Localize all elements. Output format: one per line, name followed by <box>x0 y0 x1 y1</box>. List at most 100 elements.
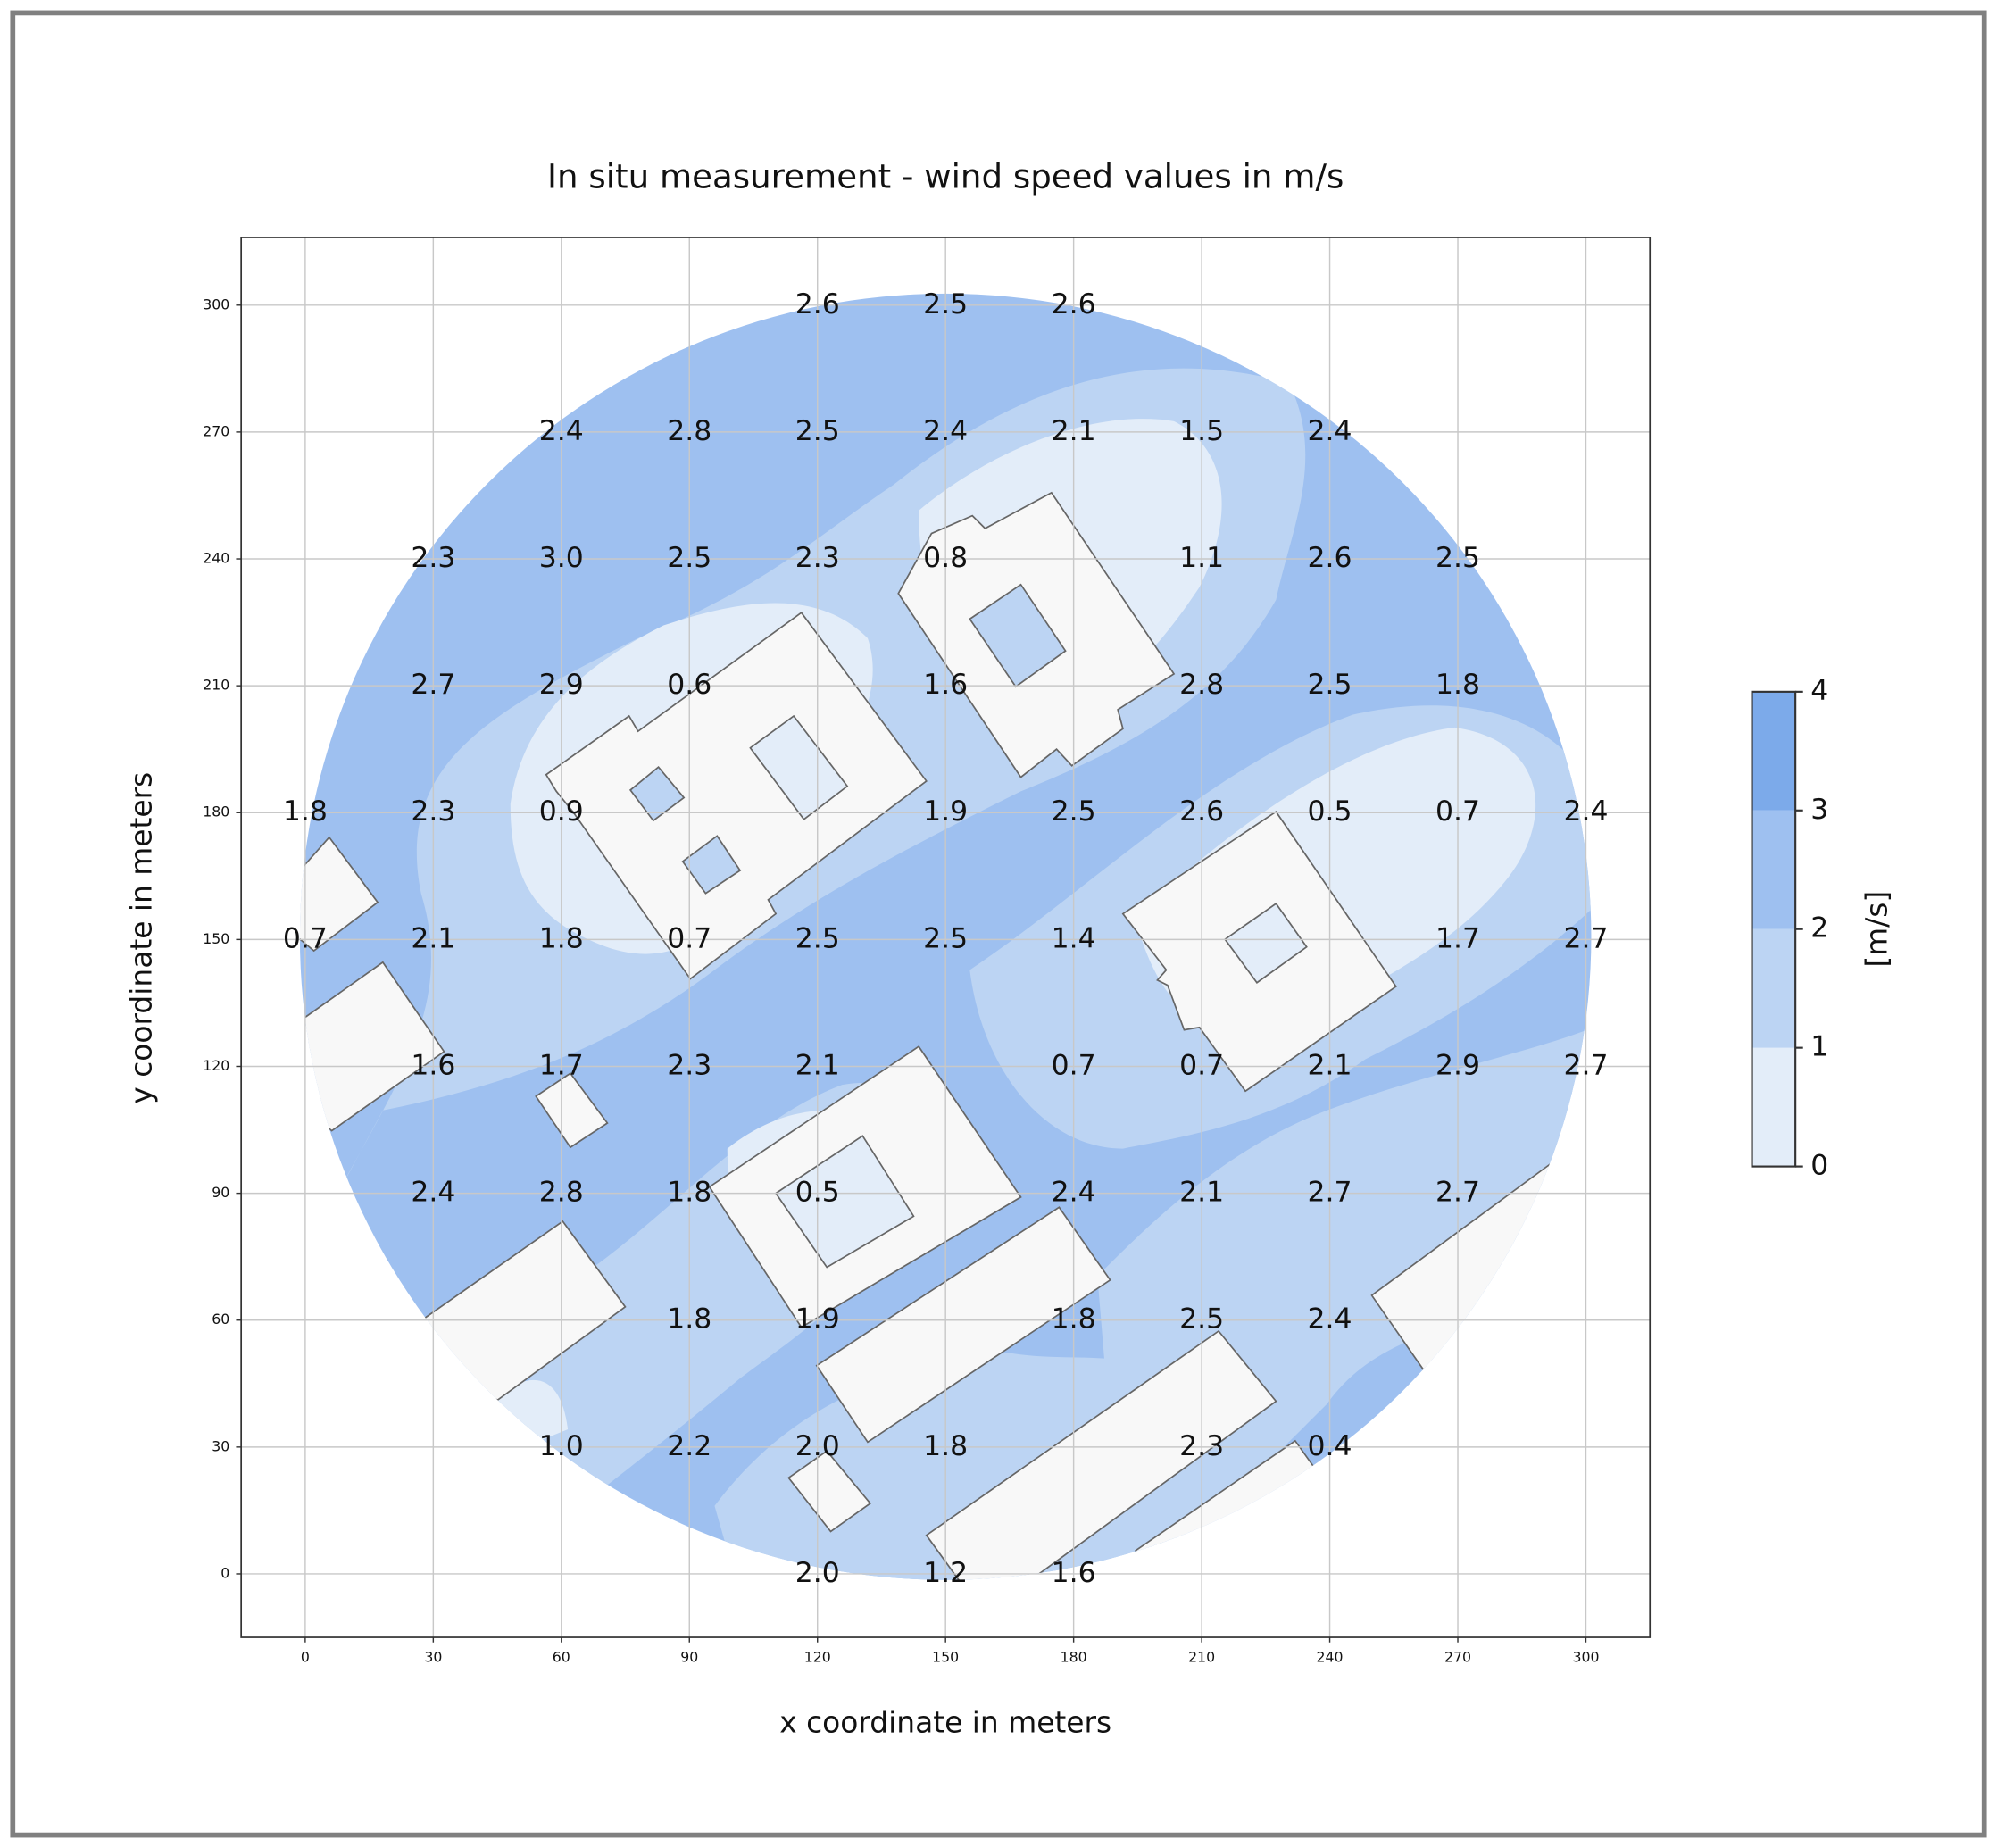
courtyard <box>1224 902 1308 984</box>
building <box>299 836 379 953</box>
value-label: 2.4 <box>1052 1177 1096 1209</box>
colorbar-band <box>1752 928 1796 1048</box>
value-label: 2.6 <box>1052 288 1096 320</box>
x-tick-label: 300 <box>1572 1648 1599 1665</box>
value-label: 2.5 <box>923 288 968 320</box>
value-label: 2.0 <box>795 1430 840 1462</box>
colorbar: 0 1 2 3 4 [m/s] <box>1751 675 1894 1182</box>
x-tick-label: 120 <box>804 1648 831 1665</box>
colorbar-label: [m/s] <box>1860 891 1894 968</box>
value-label: 2.7 <box>1308 1177 1352 1209</box>
value-label: 2.8 <box>539 1177 584 1209</box>
x-tick-label: 180 <box>1061 1648 1087 1665</box>
colorbar-tick-label: 1 <box>1810 1031 1828 1063</box>
value-label: 0.4 <box>1308 1430 1352 1462</box>
colorbar-tick-label: 0 <box>1810 1150 1828 1182</box>
value-label: 2.1 <box>1052 415 1096 447</box>
value-label: 0.9 <box>539 795 584 828</box>
value-label: 2.4 <box>1563 795 1608 828</box>
value-label: 0.5 <box>795 1177 840 1209</box>
courtyard <box>749 714 849 820</box>
value-label: 1.8 <box>539 922 584 954</box>
value-label: 1.7 <box>539 1049 584 1081</box>
building <box>545 612 928 980</box>
value-label: 2.1 <box>1179 1177 1224 1209</box>
y-tick-label: 60 <box>212 1311 229 1328</box>
courtyard <box>628 765 686 822</box>
y-tick-label: 120 <box>203 1057 229 1074</box>
value-label: 2.5 <box>1435 542 1480 574</box>
value-label: 2.4 <box>1308 415 1352 447</box>
value-label: 2.1 <box>795 1049 840 1081</box>
value-label: 0.7 <box>1435 795 1480 828</box>
value-label: 1.8 <box>923 1430 968 1462</box>
x-axis-label: x coordinate in meters <box>779 1705 1111 1740</box>
contour-band <box>495 1379 569 1443</box>
value-label: 1.8 <box>283 795 328 828</box>
colorbar-tick-label: 3 <box>1810 794 1828 826</box>
x-tick-label: 60 <box>553 1648 570 1665</box>
building <box>535 1072 609 1149</box>
value-label: 1.9 <box>923 795 968 828</box>
value-label: 1.8 <box>667 1177 711 1209</box>
plot-frame <box>240 237 1652 1638</box>
buildings <box>299 491 1592 1580</box>
value-label: 2.3 <box>1179 1430 1224 1462</box>
colorbar-band <box>1752 1047 1796 1167</box>
y-tick-label: 270 <box>203 422 229 439</box>
value-label: 2.6 <box>1308 542 1352 574</box>
building <box>815 1206 1111 1444</box>
building <box>925 1329 1277 1580</box>
value-label: 1.7 <box>1435 922 1480 954</box>
value-label: 2.0 <box>795 1557 840 1589</box>
value-label: 2.9 <box>539 669 584 701</box>
value-label: 0.7 <box>283 922 328 954</box>
y-tick-label: 150 <box>203 930 229 947</box>
y-tick-label: 30 <box>212 1437 229 1454</box>
value-label: 1.8 <box>1435 669 1480 701</box>
value-label: 1.9 <box>795 1303 840 1336</box>
value-label: 2.4 <box>539 415 584 447</box>
value-label: 2.7 <box>1563 922 1608 954</box>
value-label: 1.1 <box>1179 542 1224 574</box>
value-label: 1.6 <box>923 669 968 701</box>
colorbar-tick-label: 4 <box>1810 675 1828 707</box>
x-tick-label: 240 <box>1317 1648 1344 1665</box>
value-label: 2.5 <box>795 415 840 447</box>
value-label: 2.3 <box>795 542 840 574</box>
colorbar-band <box>1752 810 1796 929</box>
value-label: 2.9 <box>1435 1049 1480 1081</box>
chart-title: In situ measurement - wind speed values … <box>547 158 1344 196</box>
value-label: 2.5 <box>1052 795 1096 828</box>
building <box>299 961 445 1132</box>
value-label: 2.1 <box>411 922 455 954</box>
grid: 0 30 60 90 120 150 180 210 240 270 300 0 30 60 90 120 15… <box>203 237 1651 1665</box>
value-label: 3.0 <box>539 542 584 574</box>
value-label: 2.3 <box>411 542 455 574</box>
colorbar-tick-label: 2 <box>1810 912 1828 945</box>
value-label: 2.5 <box>1179 1303 1224 1336</box>
value-label: 2.1 <box>1308 1049 1352 1081</box>
y-tick-label: 180 <box>203 803 229 820</box>
value-label: 2.7 <box>1435 1177 1480 1209</box>
x-tick-label: 150 <box>932 1648 959 1665</box>
colorbar-band <box>1752 691 1796 811</box>
y-tick-label: 90 <box>212 1184 229 1201</box>
point-labels: 2.6 2.5 2.6 2.4 2.8 2.5 2.4 2.1 1.5 2.4 2.3 3.0 2.5 2… <box>283 288 1609 1589</box>
value-label: 2.7 <box>411 669 455 701</box>
value-label: 2.4 <box>923 415 968 447</box>
value-label: 1.6 <box>1052 1557 1096 1589</box>
value-label: 1.6 <box>411 1049 455 1081</box>
value-label: 2.2 <box>667 1430 711 1462</box>
value-label: 2.5 <box>1308 669 1352 701</box>
value-label: 2.3 <box>667 1049 711 1081</box>
value-label: 1.2 <box>923 1557 968 1589</box>
value-label: 0.6 <box>667 669 711 701</box>
value-label: 2.8 <box>667 415 711 447</box>
value-label: 0.5 <box>1308 795 1352 828</box>
value-label: 1.5 <box>1179 415 1224 447</box>
x-tick-label: 30 <box>424 1648 442 1665</box>
value-label: 2.6 <box>795 288 840 320</box>
